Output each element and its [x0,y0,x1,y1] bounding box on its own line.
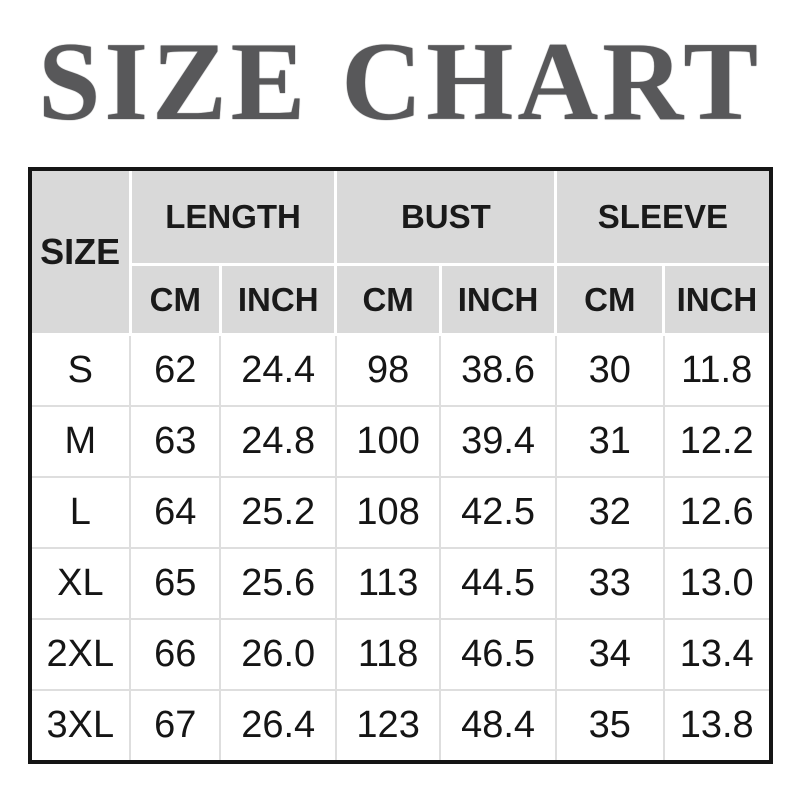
value-cell: 12.2 [662,405,772,478]
value-cell: 13.8 [662,689,772,763]
value-cell: 123 [334,689,442,763]
size-table: SIZE LENGTH BUST SLEEVE CM INCH CM INCH … [27,167,773,764]
value-cell: 12.6 [662,476,772,549]
table-row-s: S 62 24.4 98 38.6 30 11.8 [28,333,772,407]
size-cell: XL [28,547,132,620]
size-cell: 2XL [28,618,132,691]
value-cell: 26.4 [219,689,337,763]
value-cell: 26.0 [219,618,337,691]
value-cell: 30 [554,333,665,407]
value-cell: 118 [334,618,442,691]
unit-header-bust-cm: CM [334,263,442,336]
value-cell: 108 [334,476,442,549]
value-cell: 35 [554,689,665,763]
column-header-length: LENGTH [128,167,338,266]
value-cell: 65 [129,547,222,620]
value-cell: 100 [334,405,442,478]
value-cell: 42.5 [439,476,557,549]
value-cell: 62 [129,333,222,407]
value-cell: 24.8 [219,405,337,478]
value-cell: 24.4 [219,333,337,407]
column-header-size: SIZE [28,167,132,336]
value-cell: 13.4 [662,618,772,691]
value-cell: 11.8 [662,333,772,407]
unit-header-sleeve-inch: INCH [662,263,772,336]
value-cell: 113 [334,547,442,620]
value-cell: 38.6 [439,333,557,407]
value-cell: 25.2 [219,476,337,549]
size-cell: S [28,333,132,407]
value-cell: 31 [554,405,665,478]
header-group-row: SIZE LENGTH BUST SLEEVE [28,167,772,336]
column-header-sleeve: SLEEVE [554,167,772,266]
value-cell: 44.5 [439,547,557,620]
value-cell: 64 [129,476,222,549]
value-cell: 46.5 [439,618,557,691]
column-header-bust: BUST [334,167,558,266]
unit-header-length-inch: INCH [218,263,338,336]
unit-header-bust-inch: INCH [438,263,558,336]
value-cell: 63 [129,405,222,478]
size-cell: L [28,476,132,549]
header-unit-row: CM INCH CM INCH CM INCH [30,263,772,336]
value-cell: 48.4 [439,689,557,763]
table-row-3xl: 3XL 67 26.4 123 48.4 35 13.8 [28,689,772,763]
value-cell: 25.6 [219,547,337,620]
value-cell: 39.4 [439,405,557,478]
table-row-l: L 64 25.2 108 42.5 32 12.6 [28,476,772,549]
unit-header-sleeve-cm: CM [554,263,666,336]
value-cell: 67 [129,689,222,763]
value-cell: 34 [554,618,665,691]
value-cell: 98 [334,333,442,407]
size-cell: M [28,405,132,478]
value-cell: 13.0 [662,547,772,620]
table-row-2xl: 2XL 66 26.0 118 46.5 34 13.4 [28,618,772,691]
value-cell: 33 [554,547,665,620]
page-title: SIZE CHART [38,20,762,144]
table-row-xl: XL 65 25.6 113 44.5 33 13.0 [28,547,772,620]
value-cell: 66 [129,618,222,691]
value-cell: 32 [554,476,665,549]
size-cell: 3XL [28,689,132,763]
unit-header-length-cm: CM [128,263,222,336]
table-row-m: M 63 24.8 100 39.4 31 12.2 [28,405,772,478]
